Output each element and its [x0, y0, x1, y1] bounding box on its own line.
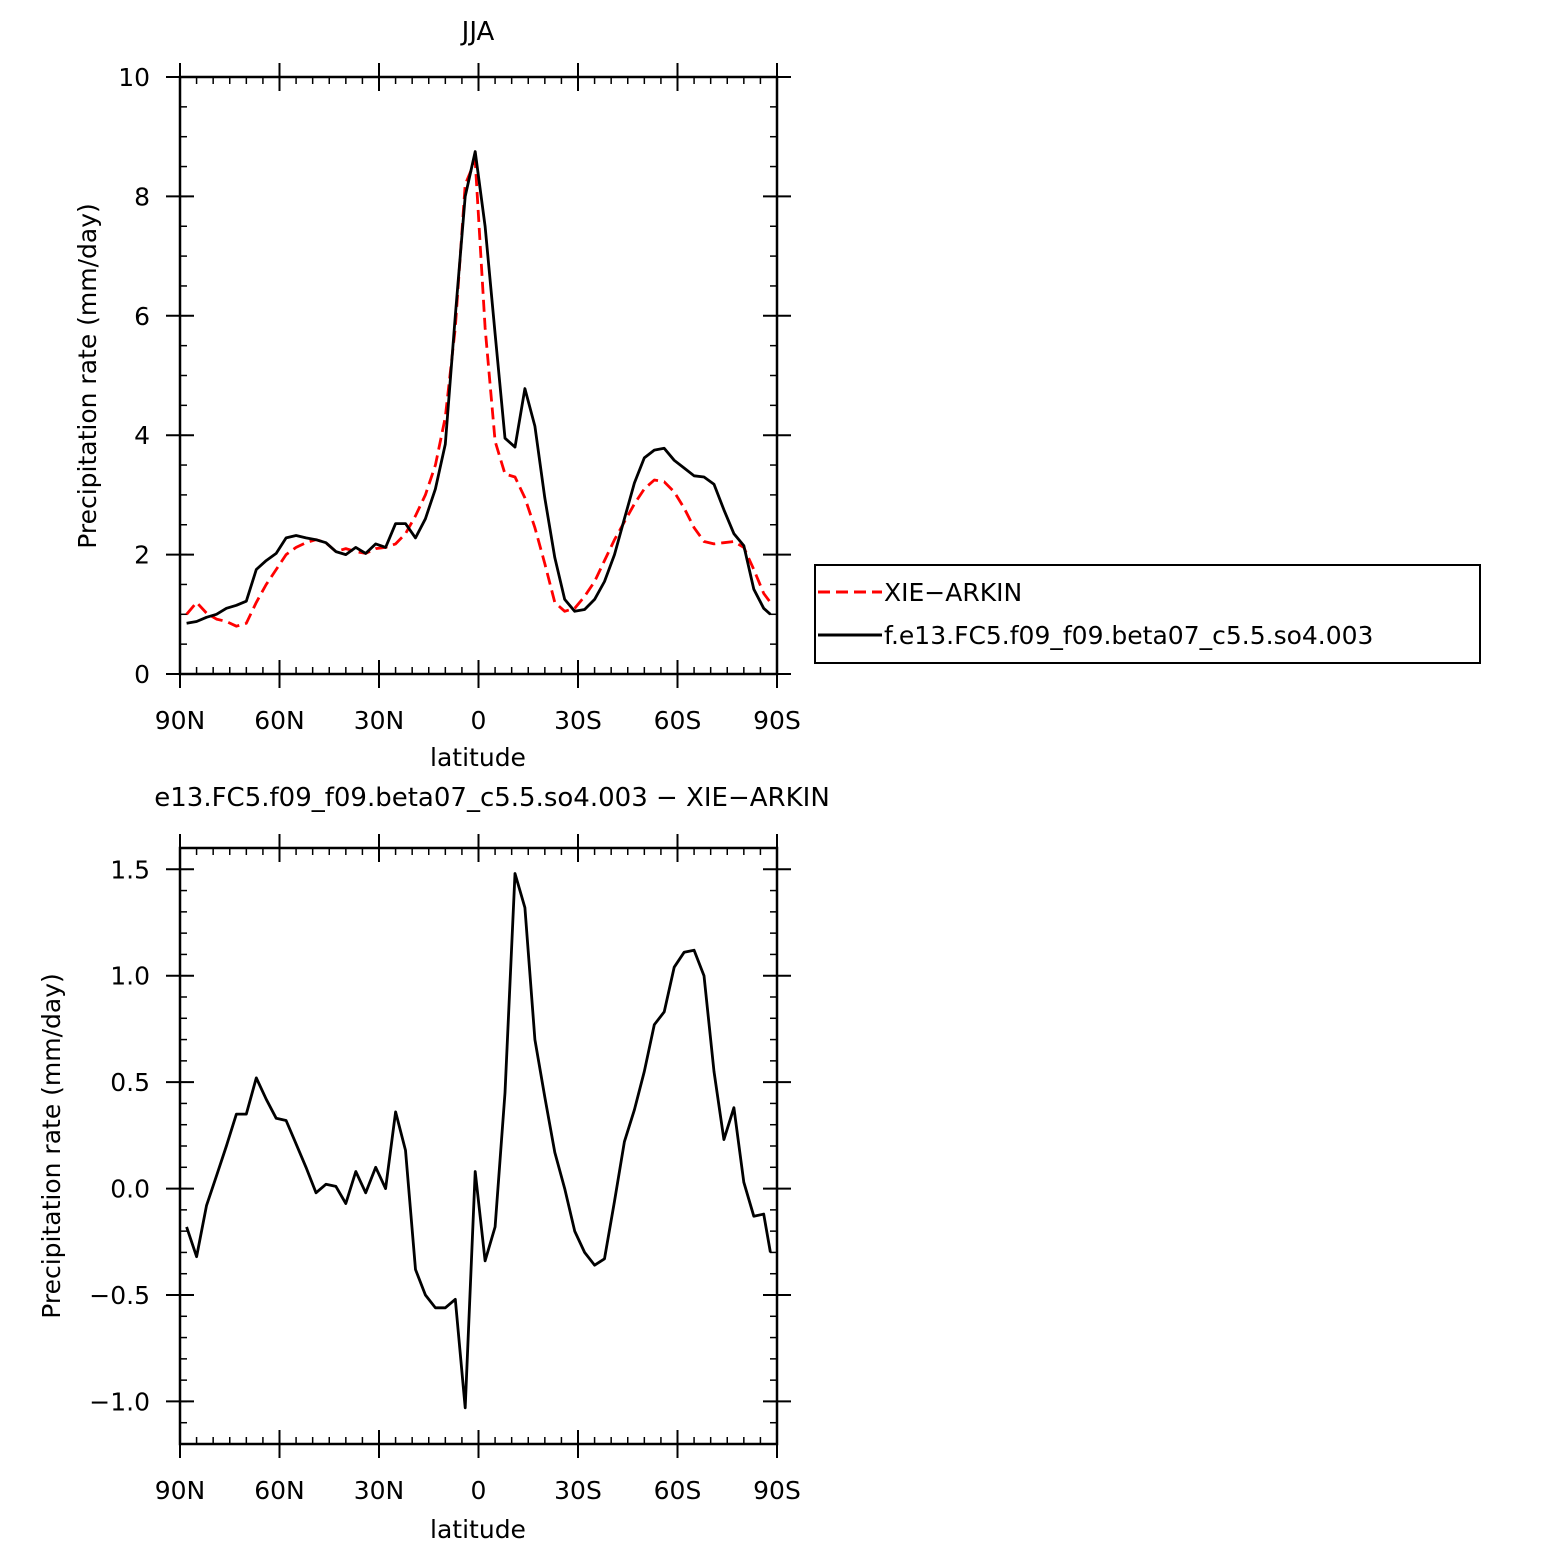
plot-frame-bottom [178, 846, 779, 1446]
series-line-top-0 [185, 159, 772, 628]
series-line-top-1 [186, 150, 772, 625]
x-tick-label: 0 [471, 1476, 487, 1505]
chart-top-legend: XIE−ARKIN f.e13.FC5.f09_f09.beta07_c5.5.… [814, 564, 1481, 664]
y-tick-label: 1.5 [110, 855, 150, 884]
y-tick-label: 8 [134, 182, 150, 211]
x-tick-label: 30N [354, 706, 405, 735]
legend-label-model: f.e13.FC5.f09_f09.beta07_c5.5.so4.003 [884, 621, 1373, 650]
chart-top-y-axis-label: Precipitation rate (mm/day) [73, 203, 102, 549]
chart-top-jja: JJA Precipitation rate (mm/day) latitude… [73, 17, 801, 772]
y-tick-label: 0 [134, 660, 150, 689]
chart-bottom-x-axis-label: latitude [430, 1515, 526, 1544]
x-tick-label: 90S [753, 1476, 801, 1505]
y-tick-label: 2 [134, 541, 150, 570]
x-tick-label: 60N [254, 1476, 305, 1505]
series-line-bottom-0 [185, 872, 772, 1410]
x-tick-label: 0 [471, 706, 487, 735]
chart-bottom-difference: e13.FC5.f09_f09.beta07_c5.5.so4.003 − XI… [37, 783, 830, 1544]
x-tick-label: 30S [554, 1476, 602, 1505]
legend-box [814, 564, 1481, 664]
x-tick-label: 90N [155, 1476, 206, 1505]
y-tick-label: 0.0 [110, 1175, 150, 1204]
y-tick-label: −0.5 [89, 1281, 150, 1310]
y-tick-label: 1.0 [110, 962, 150, 991]
y-tick-label: 4 [134, 421, 150, 450]
x-tick-label: 60S [654, 1476, 702, 1505]
y-tick-label: −1.0 [89, 1387, 150, 1416]
chart-top-x-axis-label: latitude [430, 743, 526, 772]
chart-bottom-y-axis-label: Precipitation rate (mm/day) [37, 973, 66, 1319]
y-tick-label: 0.5 [110, 1068, 150, 1097]
x-tick-label: 90N [155, 706, 206, 735]
x-tick-label: 90S [753, 706, 801, 735]
x-tick-label: 60S [654, 706, 702, 735]
y-tick-label: 10 [118, 63, 150, 92]
chart-top-title: JJA [460, 17, 495, 47]
x-tick-label: 30N [354, 1476, 405, 1505]
x-tick-label: 30S [554, 706, 602, 735]
legend-label-xie-arkin: XIE−ARKIN [884, 578, 1022, 607]
x-tick-label: 60N [254, 706, 305, 735]
chart-bottom-title: e13.FC5.f09_f09.beta07_c5.5.so4.003 − XI… [154, 783, 830, 813]
y-tick-label: 6 [134, 302, 150, 331]
